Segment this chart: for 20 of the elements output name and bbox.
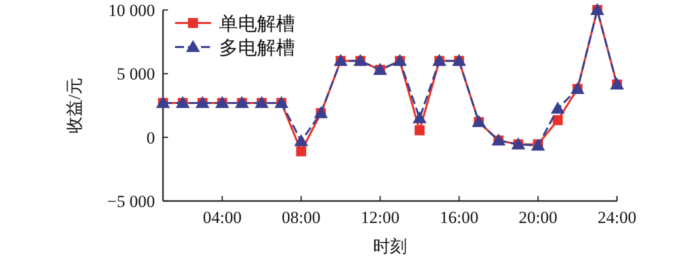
- y-tick-label: 0: [146, 128, 155, 148]
- x-tick-label: 16:00: [440, 208, 478, 227]
- y-tick-label: 5 000: [116, 64, 155, 84]
- point: [296, 146, 306, 156]
- x-tick-label: 20:00: [518, 208, 558, 227]
- x-axis-title: 时刻: [373, 237, 407, 256]
- x-tick-label: 08:00: [282, 208, 321, 227]
- y-axis-title: 收益/元: [65, 78, 84, 134]
- x-tick-label: 24:00: [598, 208, 636, 227]
- legend-label: 单电解槽: [219, 14, 295, 35]
- point: [552, 115, 563, 126]
- point: [414, 125, 425, 136]
- legend-label: 多电解槽: [219, 38, 295, 59]
- x-tick-label: 04:00: [202, 208, 242, 227]
- y-tick-label: 10 000: [108, 1, 155, 20]
- point: [550, 102, 565, 114]
- x-tick-label: 12:00: [360, 208, 400, 227]
- point: [412, 111, 427, 124]
- y-tick-label: −5 000: [107, 192, 155, 211]
- point: [294, 134, 308, 146]
